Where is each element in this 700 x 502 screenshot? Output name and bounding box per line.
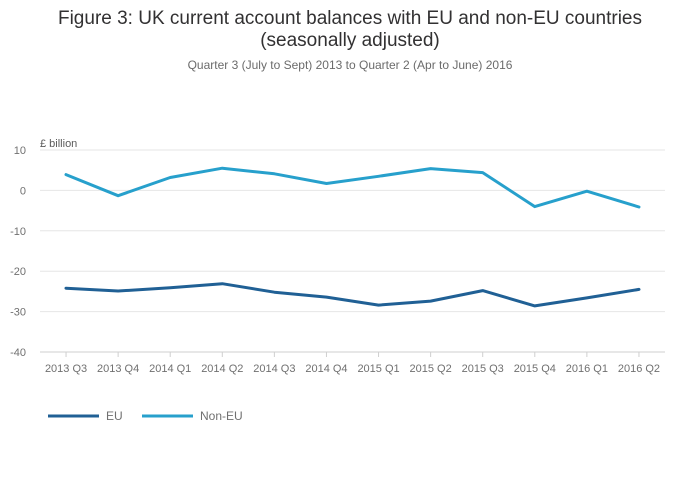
y-tick-label: 10 bbox=[14, 145, 26, 157]
y-axis-ticks: 10 0 -10 -20 -30 -40 bbox=[10, 145, 26, 359]
x-tick-label: 2013 Q4 bbox=[97, 363, 139, 375]
legend-label-eu[interactable]: EU bbox=[106, 409, 123, 423]
x-tick-label: 2015 Q4 bbox=[514, 363, 556, 375]
legend-label-non-eu[interactable]: Non-EU bbox=[200, 409, 243, 423]
x-tick-label: 2015 Q1 bbox=[357, 363, 399, 375]
legend: EU Non-EU bbox=[48, 409, 243, 423]
series-lines bbox=[64, 166, 641, 308]
y-tick-label: 0 bbox=[20, 185, 26, 197]
series-line-eu[interactable] bbox=[64, 282, 641, 308]
x-tick-label: 2015 Q2 bbox=[410, 363, 452, 375]
series-line-non-eu[interactable] bbox=[64, 166, 641, 209]
x-tick-label: 2015 Q3 bbox=[462, 363, 504, 375]
x-tick-label: 2014 Q2 bbox=[201, 363, 243, 375]
x-axis: 2013 Q3 2013 Q4 2014 Q1 2014 Q2 2014 Q3 2014 … bbox=[45, 352, 660, 375]
chart-title: Figure 3: UK current account balances wi… bbox=[57, 8, 643, 51]
y-tick-label: -30 bbox=[10, 307, 26, 319]
y-tick-label: -40 bbox=[10, 347, 26, 359]
gridlines bbox=[40, 149, 665, 353]
y-tick-label: -20 bbox=[10, 266, 26, 278]
x-tick-label: 2013 Q3 bbox=[45, 363, 87, 375]
y-axis-label: £ billion bbox=[40, 138, 77, 150]
chart-subtitle: Quarter 3 (July to Sept) 2013 to Quarter… bbox=[187, 58, 513, 72]
x-tick-label: 2016 Q2 bbox=[618, 363, 660, 375]
x-tick-label: 2014 Q4 bbox=[305, 363, 347, 375]
y-tick-label: -10 bbox=[10, 226, 26, 238]
x-tick-label: 2014 Q3 bbox=[253, 363, 295, 375]
x-tick-label: 2016 Q1 bbox=[566, 363, 608, 375]
x-tick-label: 2014 Q1 bbox=[149, 363, 191, 375]
